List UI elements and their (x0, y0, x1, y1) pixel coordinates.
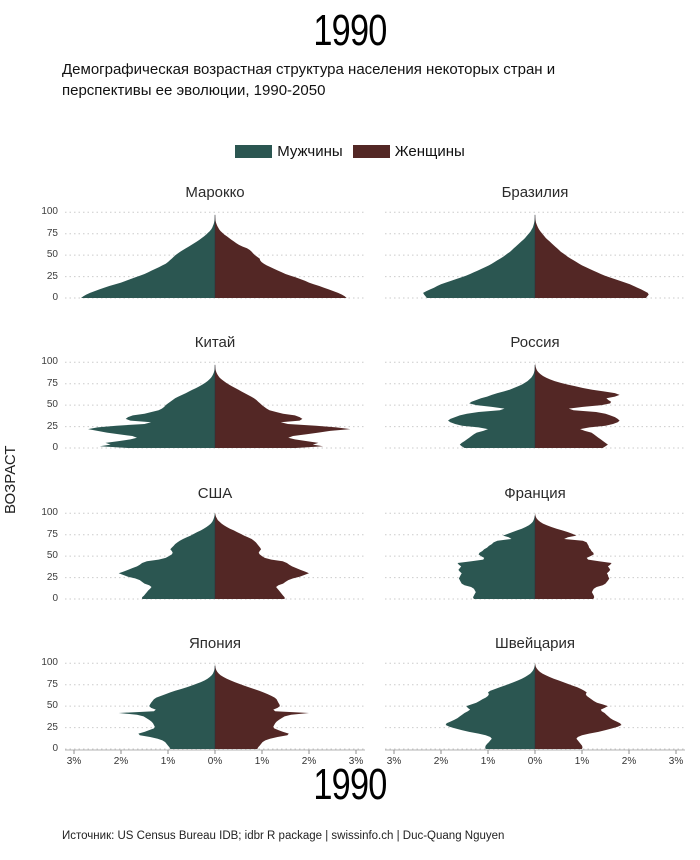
legend-item-male: Мужчины (235, 143, 343, 160)
male-area (448, 362, 535, 448)
male-area (457, 513, 535, 599)
panel-japan: Япония 100 75 50 25 0 3% 2% 1% 0% 1% 2% 3% (41, 635, 365, 767)
male-area (423, 212, 535, 298)
y-tick-label: 50 (46, 249, 58, 261)
y-tick-label: 0 (52, 292, 58, 303)
x-tick-label: 0% (527, 756, 543, 767)
female-area (215, 362, 351, 448)
pyramid-chart-russia (385, 361, 685, 449)
panel-switzerland: Швейцария 3% 2% 1% 0% 1% 2% 3% (385, 635, 685, 767)
panel-title-brazil: Бразилия (501, 184, 569, 201)
panel-morocco: Марокко 100 75 50 25 0 (41, 184, 365, 304)
panel-brazil: Бразилия (385, 184, 685, 304)
x-tick-label: 2% (621, 756, 637, 767)
x-tick-label: 3% (386, 756, 402, 767)
pyramid-chart-brazil (385, 211, 685, 299)
x-tick-label: 3% (668, 756, 684, 767)
panel-title-russia: Россия (510, 334, 560, 351)
female-color-swatch (352, 145, 390, 158)
y-tick-label: 75 (46, 678, 58, 690)
y-tick-label: 75 (46, 227, 58, 239)
y-tick-label: 75 (46, 528, 58, 540)
y-tick-label: 100 (41, 356, 58, 368)
panel-france: Франция (385, 485, 685, 605)
y-tick-label: 50 (46, 700, 58, 712)
footer-year: 1990 (313, 760, 387, 809)
female-area (535, 513, 612, 599)
pyramid-chart-france (385, 512, 685, 600)
legend-female-label: Женщины (394, 143, 465, 160)
x-tick-label: 3% (348, 756, 364, 767)
female-area (535, 362, 620, 448)
panel-title-china: Китай (194, 334, 236, 351)
male-area (118, 663, 215, 749)
panel-title-morocco: Марокко (185, 184, 245, 201)
y-tick-label: 100 (41, 206, 58, 218)
x-tick-label: 2% (113, 756, 129, 767)
y-tick-label: 100 (41, 657, 58, 669)
source-credit: Источник: US Census Bureau IDB; idbr R p… (62, 830, 505, 842)
x-tick-label: 1% (480, 756, 496, 767)
x-tick-label: 1% (160, 756, 176, 767)
male-area (445, 663, 535, 749)
y-axis-title: ВОЗРАСТ (2, 445, 19, 515)
panel-title-switzerland: Швейцария (494, 635, 576, 652)
y-tick-label: 75 (46, 377, 58, 389)
pyramid-chart-usa (65, 512, 365, 600)
panel-title-usa: США (197, 485, 233, 502)
panel-title-france: Франция (504, 485, 566, 502)
y-tick-label: 25 (46, 420, 58, 432)
male-area (88, 362, 215, 448)
female-area (215, 663, 309, 749)
x-tick-label: 0% (207, 756, 223, 767)
pyramid-chart-morocco (65, 211, 365, 299)
x-tick-label: 3% (66, 756, 82, 767)
x-tick-label: 2% (301, 756, 317, 767)
y-axis-tick-labels: 100 75 50 25 0 (33, 356, 61, 454)
subtitle-line-1: Демографическая возрастная структура нас… (62, 61, 556, 78)
x-axis-tick-labels: 3% 2% 1% 0% 1% 2% 3% (385, 756, 685, 770)
male-area (118, 513, 215, 599)
female-area (215, 212, 347, 298)
y-axis-tick-labels: 100 75 50 25 0 (33, 206, 61, 304)
female-area (215, 513, 309, 599)
male-color-swatch (235, 145, 273, 158)
subtitle-line-2: перспективы ее эволюции, 1990-2050 (62, 81, 326, 99)
y-tick-label: 50 (46, 399, 58, 411)
male-area (81, 212, 215, 298)
x-tick-label: 2% (433, 756, 449, 767)
y-tick-label: 0 (52, 593, 58, 604)
y-tick-label: 25 (46, 571, 58, 583)
x-axis-tick-labels: 3% 2% 1% 0% 1% 2% 3% (65, 756, 365, 770)
y-tick-label: 0 (52, 442, 58, 453)
y-tick-label: 25 (46, 721, 58, 733)
page-title-year: 1990 (313, 6, 387, 55)
y-tick-label: 0 (52, 743, 58, 754)
y-tick-label: 25 (46, 270, 58, 282)
panel-russia: Россия (385, 334, 685, 454)
y-tick-label: 50 (46, 550, 58, 562)
y-axis-tick-labels: 100 75 50 25 0 (33, 507, 61, 605)
female-area (535, 663, 622, 749)
legend-male-label: Мужчины (277, 143, 343, 160)
pyramid-chart-china (65, 361, 365, 449)
legend: Мужчины Женщины (0, 143, 700, 160)
y-tick-label: 100 (41, 507, 58, 519)
legend-item-female: Женщины (352, 143, 465, 160)
x-tick-label: 1% (574, 756, 590, 767)
female-area (535, 212, 649, 298)
pyramid-chart-switzerland (385, 662, 685, 754)
y-axis-tick-labels: 100 75 50 25 0 (33, 657, 61, 755)
panel-usa: США 100 75 50 25 0 (41, 485, 365, 605)
page-subtitle: Демографическая возрастная структура нас… (62, 60, 642, 101)
panel-china: Китай 100 75 50 25 0 (41, 334, 365, 454)
x-tick-label: 1% (254, 756, 270, 767)
pyramid-chart-japan (65, 662, 365, 754)
panel-title-japan: Япония (188, 635, 242, 652)
